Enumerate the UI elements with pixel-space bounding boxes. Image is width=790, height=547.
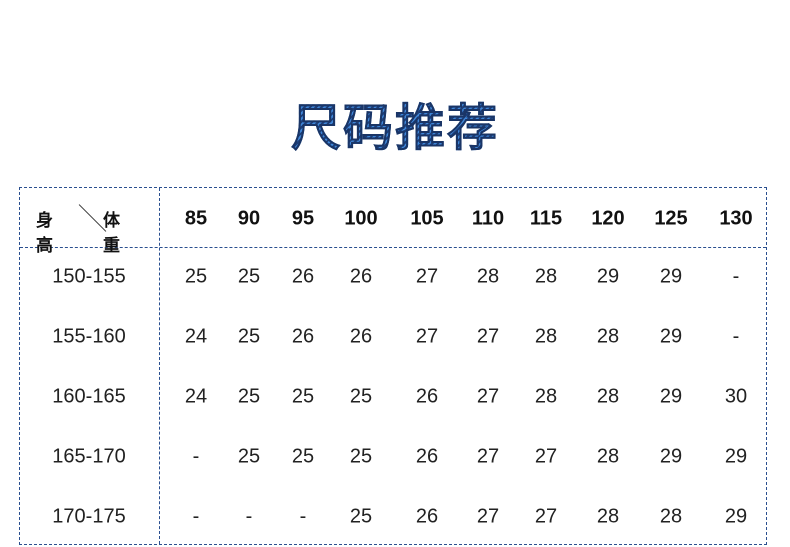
- size-value: 26: [415, 505, 439, 528]
- size-value: 28: [596, 325, 620, 348]
- page-title: 尺码推荐: [0, 88, 790, 160]
- size-value: 25: [237, 385, 261, 408]
- size-value: 28: [534, 385, 558, 408]
- size-value: 26: [291, 325, 315, 348]
- size-value: 25: [349, 505, 373, 528]
- size-value: 29: [724, 505, 748, 528]
- size-value: -: [192, 505, 200, 528]
- size-value: 28: [596, 445, 620, 468]
- size-value: 25: [349, 385, 373, 408]
- size-value: 25: [291, 385, 315, 408]
- size-value: 30: [724, 385, 748, 408]
- weight-header: 120: [591, 207, 625, 230]
- height-range: 170-175: [52, 505, 126, 528]
- size-value: -: [732, 265, 740, 288]
- weight-header: 100: [344, 207, 378, 230]
- size-value: 29: [659, 265, 683, 288]
- size-value: -: [299, 505, 307, 528]
- size-value: 25: [291, 445, 315, 468]
- header-divider: [20, 247, 766, 248]
- size-value: -: [192, 445, 200, 468]
- size-value: 28: [476, 265, 500, 288]
- size-value: 27: [476, 385, 500, 408]
- weight-header: 115: [529, 207, 563, 230]
- height-range: 160-165: [52, 385, 126, 408]
- weight-header: 95: [291, 207, 315, 230]
- weight-header: 125: [654, 207, 688, 230]
- size-value: 27: [534, 445, 558, 468]
- size-value: 27: [476, 505, 500, 528]
- size-value: 26: [349, 325, 373, 348]
- size-value: 25: [237, 265, 261, 288]
- size-value: 29: [596, 265, 620, 288]
- weight-header: 110: [471, 207, 505, 230]
- height-range: 155-160: [52, 325, 126, 348]
- size-value: 26: [415, 385, 439, 408]
- column-divider: [159, 188, 160, 544]
- weight-header: 85: [184, 207, 208, 230]
- size-value: 25: [184, 265, 208, 288]
- weight-label: 体重: [103, 211, 120, 255]
- size-value: 28: [596, 505, 620, 528]
- size-value: 25: [349, 445, 373, 468]
- size-value: 27: [534, 505, 558, 528]
- size-value: 25: [237, 325, 261, 348]
- size-value: 29: [659, 325, 683, 348]
- size-value: -: [732, 325, 740, 348]
- size-value: 28: [659, 505, 683, 528]
- size-value: 27: [476, 445, 500, 468]
- size-value: 28: [534, 325, 558, 348]
- size-value: 25: [237, 445, 261, 468]
- size-value: 24: [184, 325, 208, 348]
- size-value: 27: [415, 325, 439, 348]
- size-value: 26: [291, 265, 315, 288]
- size-value: 29: [659, 445, 683, 468]
- size-value: -: [245, 505, 253, 528]
- size-chart-table: 身高 体重 85 90 95 100 105 110 115 120 125 130 150-155…: [19, 187, 767, 545]
- size-value: 26: [349, 265, 373, 288]
- height-range: 165-170: [52, 445, 126, 468]
- size-value: 29: [659, 385, 683, 408]
- height-label: 身高: [36, 211, 53, 255]
- size-value: 29: [724, 445, 748, 468]
- weight-header: 105: [410, 207, 444, 230]
- size-value: 26: [415, 445, 439, 468]
- size-value: 24: [184, 385, 208, 408]
- size-value: 27: [415, 265, 439, 288]
- height-range: 150-155: [52, 265, 126, 288]
- weight-header: 130: [719, 207, 753, 230]
- weight-header: 90: [237, 207, 261, 230]
- size-value: 27: [476, 325, 500, 348]
- size-value: 28: [596, 385, 620, 408]
- size-value: 28: [534, 265, 558, 288]
